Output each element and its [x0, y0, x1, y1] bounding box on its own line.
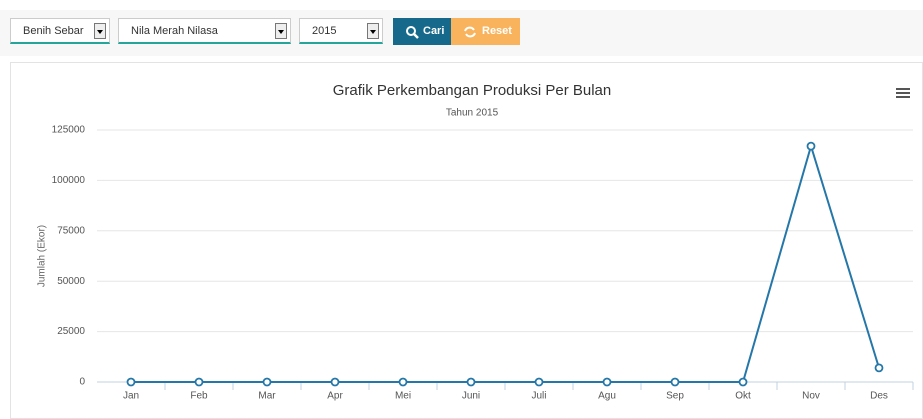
select-text: Benih Sebar — [23, 25, 84, 37]
chart-title: Grafik Perkembangan Produksi Per Bulan — [333, 82, 611, 99]
search-icon — [406, 26, 419, 39]
dropdown-arrow — [275, 23, 287, 39]
select[interactable]: 2015 — [299, 18, 383, 44]
y-tick-label: 0 — [79, 377, 85, 388]
y-tick-label: 75000 — [57, 225, 85, 236]
point — [738, 377, 748, 387]
search-button[interactable]: Cari — [393, 18, 451, 45]
reset-icon — [464, 26, 476, 38]
x-tick-label: Okt — [735, 391, 751, 402]
chart-subtitle: Tahun 2015 — [446, 108, 499, 119]
point — [126, 377, 136, 387]
point — [262, 377, 272, 387]
menu-icon[interactable] — [896, 88, 910, 98]
x-tick-label: Apr — [327, 391, 343, 402]
x-tick-label: Juli — [531, 391, 546, 402]
x-tick-label: Feb — [190, 391, 208, 402]
select[interactable]: Nila Merah Nilasa — [118, 18, 291, 44]
reset-button[interactable]: Reset — [451, 18, 520, 45]
select[interactable]: Benih Sebar — [10, 18, 110, 44]
x-tick-label: Des — [870, 391, 888, 402]
x-tick-label: Sep — [666, 391, 684, 402]
x-tick-label: Mei — [395, 391, 411, 402]
dropdown-arrow — [367, 23, 379, 39]
dropdown-arrow — [94, 23, 106, 39]
y-axis-label: Jumlah (Ekor) — [37, 225, 48, 287]
x-tick-label: Juni — [462, 391, 480, 402]
button-text: Reset — [482, 25, 512, 37]
point — [534, 377, 544, 387]
x-tick-label: Nov — [802, 391, 820, 402]
button-text: Cari — [423, 25, 445, 37]
y-tick-label: 25000 — [57, 326, 85, 337]
point — [806, 141, 816, 151]
point — [398, 377, 408, 387]
point — [874, 363, 884, 373]
select-text: 2015 — [312, 25, 337, 37]
x-tick-label: Jan — [123, 391, 139, 402]
point — [602, 377, 612, 387]
point — [330, 377, 340, 387]
select-text: Nila Merah Nilasa — [131, 25, 218, 37]
line — [131, 142, 880, 383]
point — [466, 377, 476, 387]
y-tick-label: 125000 — [52, 125, 86, 136]
y-tick-label: 50000 — [57, 276, 85, 287]
y-tick-label: 100000 — [52, 175, 86, 186]
x-tick-label: Mar — [258, 391, 276, 402]
point — [670, 377, 680, 387]
point — [194, 377, 204, 387]
x-tick-label: Agu — [598, 391, 616, 402]
